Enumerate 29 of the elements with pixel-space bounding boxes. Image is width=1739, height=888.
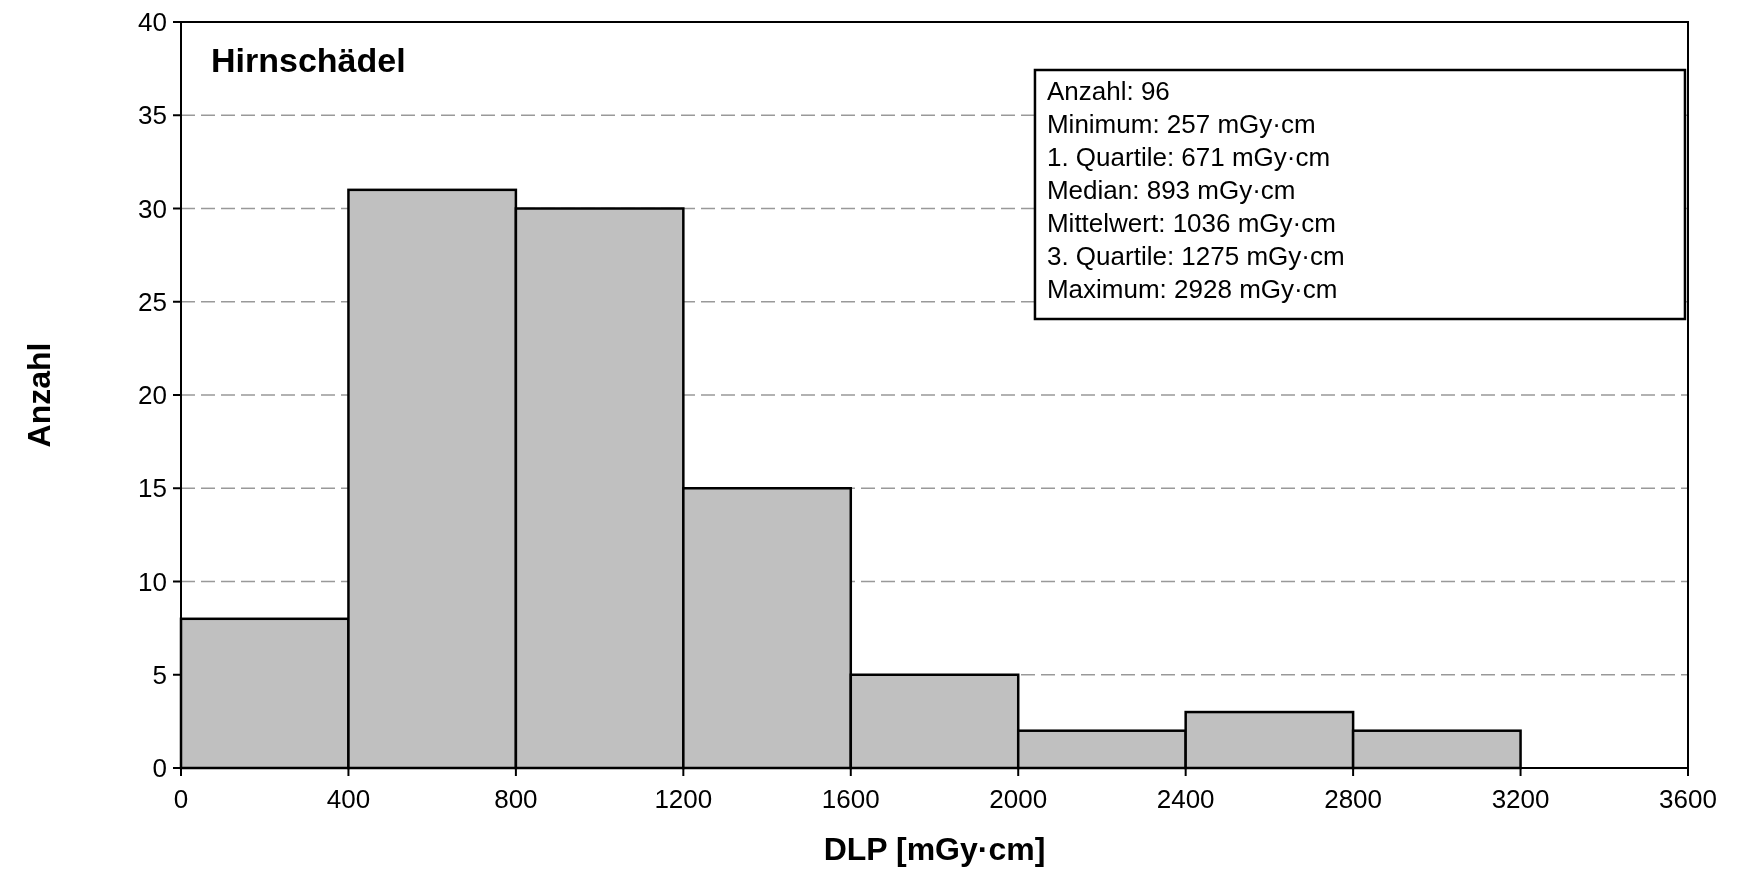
annotation: Minimum: 257 mGy·cm bbox=[1046, 109, 1316, 139]
y-tick-label: 20 bbox=[138, 380, 167, 411]
annotation: 1. Quartile: 671 mGy·cm bbox=[1046, 142, 1331, 172]
x-tick-label: 2800 bbox=[1324, 784, 1383, 814]
text: Hirnschädel bbox=[211, 41, 406, 79]
y-axis-title: Anzahl bbox=[21, 342, 57, 448]
x-tick-label: 3200 bbox=[1491, 784, 1550, 814]
y-tick-label: 0 bbox=[152, 753, 167, 784]
annotation: 3. Quartile: 1275 mGy·cm bbox=[1046, 241, 1345, 271]
x-tick-label: 1200 bbox=[654, 784, 713, 814]
annotation: Median: 893 mGy·cm bbox=[1046, 175, 1296, 205]
x-tick-label: 0 bbox=[173, 784, 189, 814]
x-axis-title: DLP [mGy·cm] bbox=[823, 831, 1046, 867]
y-tick-label: 35 bbox=[138, 100, 167, 131]
y-tick-label: 30 bbox=[138, 193, 167, 224]
y-tick-label: 25 bbox=[138, 286, 167, 317]
x-tick-label: 3600 bbox=[1659, 784, 1717, 814]
y-tick-label: 40 bbox=[138, 7, 167, 38]
x-tick-label: 2000 bbox=[989, 784, 1048, 814]
annotation: Maximum: 2928 mGy·cm bbox=[1046, 274, 1338, 304]
y-tick-label: 15 bbox=[138, 473, 167, 504]
x-tick-label: 800 bbox=[494, 784, 538, 814]
annotation: Mittelwert: 1036 mGy·cm bbox=[1046, 208, 1336, 238]
x-tick-label: 1600 bbox=[821, 784, 880, 814]
y-tick-label: 5 bbox=[152, 659, 167, 690]
annotation: Anzahl: 96 bbox=[1046, 76, 1170, 106]
x-tick-label: 2400 bbox=[1156, 784, 1215, 814]
y-tick-label: 10 bbox=[138, 566, 167, 597]
x-tick-label: 400 bbox=[326, 784, 371, 814]
